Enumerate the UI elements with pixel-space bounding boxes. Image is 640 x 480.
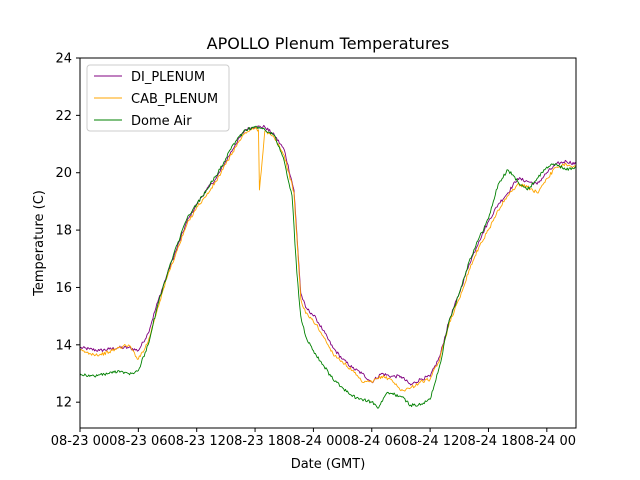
legend-box [86, 64, 230, 132]
y-tick-label: 24 [55, 52, 72, 67]
chart-title: APOLLO Plenum Temperatures [207, 34, 450, 53]
x-tick-label: 08-24 18 [459, 434, 517, 449]
y-tick-label: 20 [55, 166, 72, 181]
x-axis: 08-23 00 08-23 06 08-23 12 08-23 18 08-24 00… [51, 428, 576, 449]
plot-frame [79, 57, 577, 429]
x-tick-label: 08-24 06 [343, 434, 401, 449]
series-line-dome-air [79, 125, 577, 409]
x-axis-label: Date (GMT) [291, 457, 366, 472]
y-tick-label: 14 [55, 338, 72, 353]
x-tick-label: 08-23 06 [109, 434, 167, 449]
y-tick-label: 22 [55, 109, 72, 124]
legend-label: DI_PLENUM [131, 70, 205, 85]
y-tick-label: 18 [55, 224, 72, 239]
legend: DI_PLENUM CAB_PLENUM Dome Air [86, 64, 230, 132]
x-tick-label: 08-23 00 [51, 434, 109, 449]
legend-label: CAB_PLENUM [131, 92, 218, 107]
x-tick-label: 08-23 18 [226, 434, 284, 449]
x-tick-label: 08-24 12 [401, 434, 459, 449]
y-tick-label: 12 [55, 396, 72, 411]
x-tick-label: 08-24 00 [518, 434, 576, 449]
x-tick-label: 08-24 00 [284, 434, 342, 449]
y-axis: 12 14 16 18 20 22 24 [55, 52, 80, 411]
y-axis-label: Temperature (C) [32, 190, 47, 297]
series-layer [79, 124, 577, 409]
x-tick-label: 08-23 12 [167, 434, 225, 449]
legend-label: Dome Air [131, 114, 192, 129]
y-tick-label: 16 [55, 281, 72, 296]
series-line-cab-plenum [79, 127, 577, 392]
